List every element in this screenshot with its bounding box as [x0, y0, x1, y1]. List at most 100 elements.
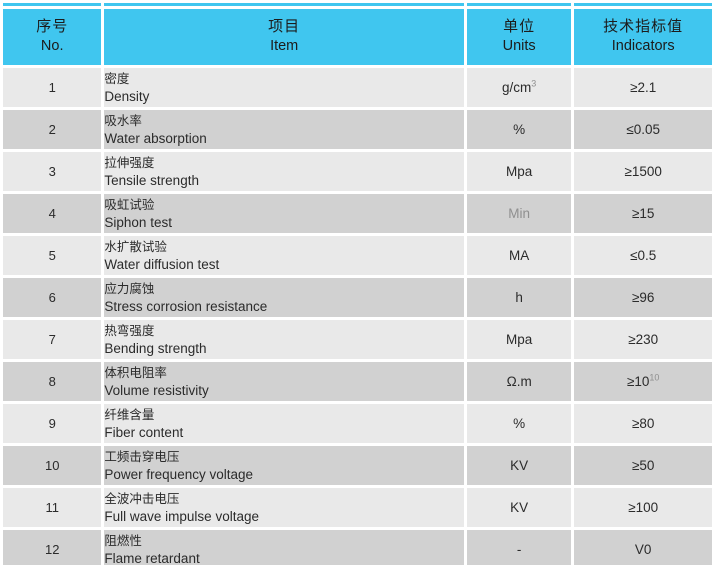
header-cell-no: 序号 No.	[3, 9, 102, 65]
header-indicators-label-en: Indicators	[611, 37, 675, 54]
row-number: 10	[44, 458, 60, 473]
row-number: 5	[48, 248, 56, 263]
item-cell: 全波冲击电压 Full wave impulse voltage	[104, 488, 464, 527]
item-cell: 吸水率 Water absorption	[104, 110, 464, 149]
indicator-cell: ≥50	[574, 446, 712, 485]
item-label-zh: 热弯强度	[104, 323, 155, 338]
item-label-zh: 拉伸强度	[104, 155, 155, 170]
item-cell: 密度 Density	[104, 68, 464, 107]
item-label-en: Power frequency voltage	[104, 466, 253, 482]
indicator-value: ≥15	[631, 206, 655, 221]
unit-cell: MA	[466, 236, 572, 275]
unit-value: %	[513, 416, 526, 431]
table-row: 11 全波冲击电压 Full wave impulse voltage KV ≥…	[3, 488, 712, 527]
strip-cell	[3, 3, 102, 6]
unit-cell: Mpa	[466, 320, 572, 359]
item-cell: 纤维含量 Fiber content	[104, 404, 464, 443]
row-number-cell: 12	[3, 530, 102, 565]
row-number: 11	[45, 500, 59, 515]
item-label-en: Stress corrosion resistance	[104, 298, 268, 314]
item-label-en: Fiber content	[104, 424, 184, 440]
indicator-cell: ≥230	[574, 320, 712, 359]
row-number: 1	[48, 80, 56, 95]
table-row: 12 阻燃性 Flame retardant - V0	[3, 530, 712, 565]
unit-superscript: 3	[531, 78, 537, 89]
unit-cell: h	[466, 278, 572, 317]
indicator-value: ≥80	[631, 416, 655, 431]
unit-cell: Ω.m	[466, 362, 572, 401]
indicator-value: ≤0.5	[630, 248, 657, 263]
row-number-cell: 8	[3, 362, 102, 401]
unit-cell: KV	[466, 488, 572, 527]
header-cell-units: 单位 Units	[466, 9, 572, 65]
unit-value: Ω.m	[506, 374, 532, 389]
indicator-cell: ≥2.1	[574, 68, 712, 107]
table-row: 6 应力腐蚀 Stress corrosion resistance h ≥96	[3, 278, 712, 317]
item-cell: 体积电阻率 Volume resistivity	[104, 362, 464, 401]
item-cell: 水扩散试验 Water diffusion test	[104, 236, 464, 275]
header-units-label-zh: 单位	[503, 17, 536, 35]
indicator-cell: ≥80	[574, 404, 712, 443]
row-number: 8	[48, 374, 56, 389]
strip-cell	[104, 3, 464, 6]
unit-value: -	[516, 542, 522, 557]
item-label-en: Siphon test	[104, 214, 172, 230]
indicator-value: ≥96	[631, 290, 655, 305]
item-label-en: Tensile strength	[104, 172, 199, 188]
unit-cell: -	[466, 530, 572, 565]
indicator-value: ≥1500	[624, 164, 662, 179]
row-number-cell: 1	[3, 68, 102, 107]
row-number: 7	[48, 332, 56, 347]
item-cell: 拉伸强度 Tensile strength	[104, 152, 464, 191]
indicator-value: ≥50	[631, 458, 655, 473]
unit-value: Min	[508, 206, 531, 221]
row-number: 2	[48, 122, 56, 137]
item-label-zh: 吸虹试验	[104, 197, 155, 212]
indicator-value: V0	[634, 542, 652, 557]
indicator-value: ≥10	[626, 374, 650, 389]
header-no-label-en: No.	[40, 37, 64, 54]
unit-value: Mpa	[506, 332, 533, 347]
header-units-label-en: Units	[502, 37, 536, 54]
unit-cell: Min	[466, 194, 572, 233]
unit-value: KV	[510, 458, 529, 473]
unit-value: h	[515, 290, 523, 305]
unit-cell: Mpa	[466, 152, 572, 191]
unit-cell: %	[466, 404, 572, 443]
item-label-en: Volume resistivity	[104, 382, 209, 398]
item-label-zh: 水扩散试验	[104, 239, 167, 254]
unit-cell: g/cm3	[466, 68, 572, 107]
indicator-cell: ≥96	[574, 278, 712, 317]
unit-value: MA	[509, 248, 530, 263]
item-label-en: Full wave impulse voltage	[104, 508, 259, 524]
strip-cell	[466, 3, 572, 6]
indicator-cell: ≤0.5	[574, 236, 712, 275]
item-label-zh: 工频击穿电压	[104, 449, 180, 464]
unit-value: KV	[510, 500, 529, 515]
table-row: 5 水扩散试验 Water diffusion test MA ≤0.5	[3, 236, 712, 275]
indicator-value: ≥100	[628, 500, 659, 515]
indicator-cell: ≥1010	[574, 362, 712, 401]
row-number: 4	[48, 206, 56, 221]
item-label-en: Water absorption	[104, 130, 207, 146]
item-cell: 吸虹试验 Siphon test	[104, 194, 464, 233]
indicator-cell: ≥100	[574, 488, 712, 527]
table-row: 1 密度 Density g/cm3 ≥2.1	[3, 68, 712, 107]
item-label-en: Density	[104, 88, 150, 104]
table-row: 2 吸水率 Water absorption % ≤0.05	[3, 110, 712, 149]
table-row: 7 热弯强度 Bending strength Mpa ≥230	[3, 320, 712, 359]
item-cell: 应力腐蚀 Stress corrosion resistance	[104, 278, 464, 317]
indicator-cell: V0	[574, 530, 712, 565]
row-number-cell: 10	[3, 446, 102, 485]
item-cell: 工频击穿电压 Power frequency voltage	[104, 446, 464, 485]
item-label-zh: 全波冲击电压	[104, 491, 180, 506]
item-label-zh: 阻燃性	[104, 533, 142, 548]
row-number-cell: 3	[3, 152, 102, 191]
row-number-cell: 9	[3, 404, 102, 443]
item-label-en: Flame retardant	[104, 550, 200, 565]
header-no-label-zh: 序号	[36, 17, 69, 35]
indicator-value: ≤0.05	[626, 122, 661, 137]
header-item-label-zh: 项目	[268, 17, 301, 35]
unit-value: Mpa	[506, 164, 533, 179]
